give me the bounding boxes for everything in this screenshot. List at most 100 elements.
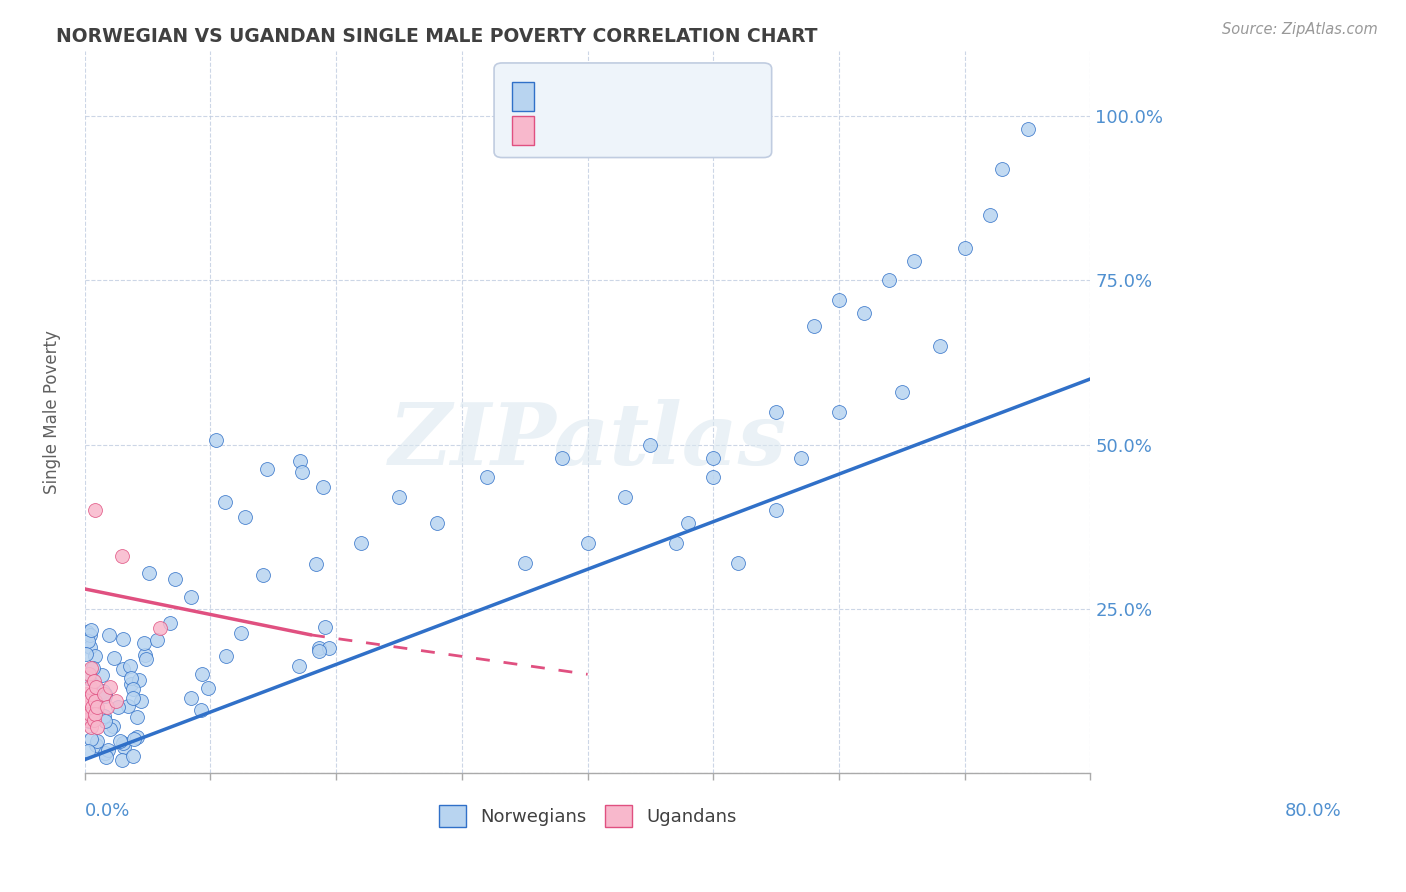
Point [214,495,236,509]
Point [80,661,103,675]
Point [79,681,101,695]
Point [953,241,976,255]
Point [122,749,145,764]
Point [614,490,637,504]
Point [76,713,98,727]
Point [84,681,107,695]
Point [288,454,311,468]
Point [979,208,1001,222]
Point [676,516,699,531]
Point [94,688,117,702]
Text: R = -0.158   N =  25: R = -0.158 N = 25 [547,120,747,137]
Point [75,700,97,714]
Point [576,536,599,550]
Point [111,753,134,767]
Text: Source: ZipAtlas.com: Source: ZipAtlas.com [1222,22,1378,37]
Point [765,503,787,517]
Legend: Norwegians, Ugandans: Norwegians, Ugandans [430,796,745,836]
Point [97,743,120,757]
Point [83,690,105,705]
Point [828,405,851,419]
Point [79,623,101,637]
Point [197,681,219,696]
Point [82,700,104,714]
Point [135,652,157,666]
Point [86,734,108,748]
Point [94,746,117,760]
Point [111,549,134,563]
Point [105,693,128,707]
Point [120,676,142,690]
Point [231,626,253,640]
Point [111,662,134,676]
Point [96,700,118,714]
Point [138,566,160,580]
Point [82,687,104,701]
Point [149,621,172,635]
Point [991,161,1014,176]
Point [103,651,125,665]
Point [513,556,536,570]
Bar [512,116,534,145]
Point [129,694,152,708]
Point [879,273,901,287]
Point [80,732,103,747]
Point [122,691,145,706]
Point [83,673,105,688]
Point [702,470,724,484]
Y-axis label: Single Male Poverty: Single Male Poverty [44,330,60,493]
Point [291,465,314,479]
Point [308,644,330,658]
Point [128,673,150,688]
Point [163,572,186,586]
Point [108,733,131,747]
FancyBboxPatch shape [494,63,772,158]
Point [132,636,155,650]
Text: ZIPatlas: ZIPatlas [388,399,787,483]
Point [98,628,121,642]
Point [314,620,336,634]
Text: NORWEGIAN VS UGANDAN SINGLE MALE POVERTY CORRELATION CHART: NORWEGIAN VS UGANDAN SINGLE MALE POVERTY… [56,27,818,45]
Point [82,661,104,675]
Point [191,666,214,681]
Point [91,684,114,698]
Point [765,405,787,419]
Point [94,689,117,703]
Point [727,556,749,570]
Point [90,668,112,682]
Point [107,700,129,714]
Point [87,688,110,702]
Point [93,687,115,701]
Point [79,706,101,721]
Point [101,719,124,733]
Point [235,510,257,524]
Point [134,648,156,662]
Point [551,450,574,465]
Point [146,632,169,647]
Point [76,744,98,758]
Point [98,722,121,736]
Point [318,640,340,655]
Point [308,641,330,656]
Point [79,628,101,642]
Point [94,714,117,729]
Point [120,671,142,685]
Point [640,437,662,451]
Point [388,490,411,504]
Point [96,750,118,764]
Text: 80.0%: 80.0% [1285,802,1341,820]
Point [121,681,143,696]
Point [118,658,141,673]
Point [76,687,98,701]
Point [98,681,121,695]
Point [77,667,100,681]
Point [665,536,688,550]
Point [75,647,97,661]
Point [205,433,228,447]
Point [305,558,328,572]
Point [112,739,135,754]
Bar [512,82,534,111]
Point [350,536,373,550]
Point [86,700,108,714]
Point [828,293,851,307]
